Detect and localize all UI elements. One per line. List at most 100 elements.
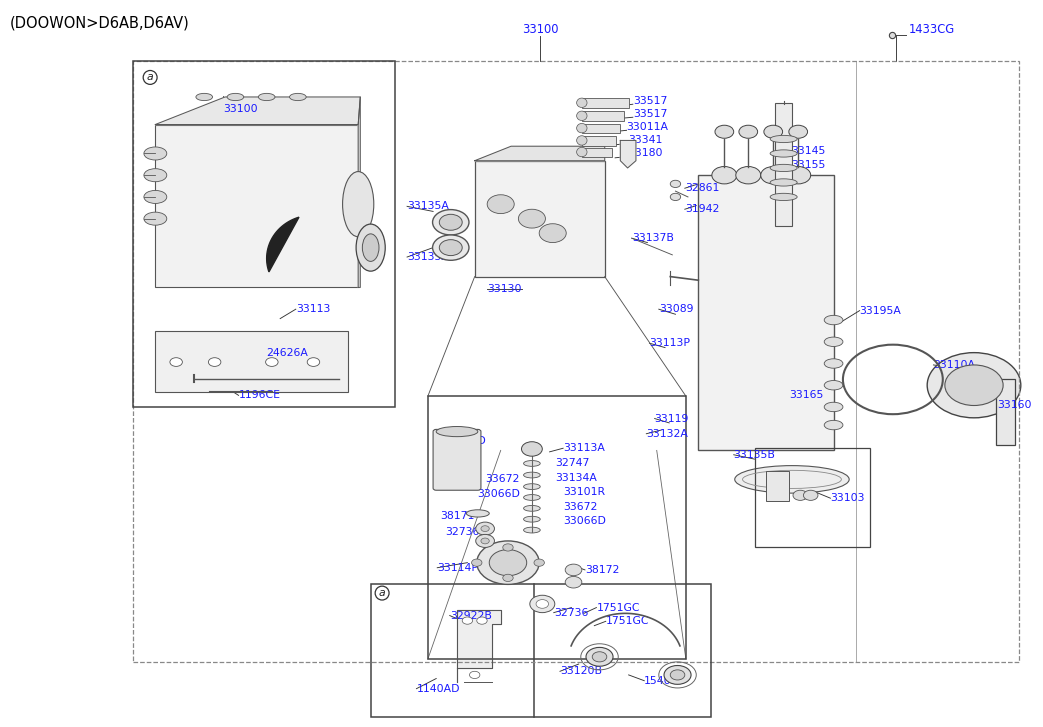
Text: 33165: 33165 (789, 390, 823, 400)
Text: 33103: 33103 (830, 493, 865, 503)
Text: 33130: 33130 (487, 284, 522, 294)
Text: 33113A: 33113A (563, 443, 605, 453)
Ellipse shape (824, 380, 843, 390)
Text: 33135A: 33135A (407, 252, 448, 262)
Circle shape (487, 195, 514, 214)
Text: 33672: 33672 (563, 502, 598, 512)
Ellipse shape (524, 516, 540, 522)
Ellipse shape (227, 93, 244, 100)
Text: 38172: 38172 (585, 565, 620, 575)
Text: 24626A: 24626A (267, 348, 309, 358)
Ellipse shape (577, 136, 587, 145)
Ellipse shape (770, 179, 797, 186)
Ellipse shape (290, 93, 307, 100)
Ellipse shape (577, 98, 587, 108)
Polygon shape (475, 146, 605, 161)
Text: 1751GC: 1751GC (597, 603, 640, 613)
Bar (754, 448, 870, 547)
Circle shape (518, 209, 545, 228)
Ellipse shape (342, 172, 373, 237)
Text: 33672: 33672 (485, 475, 519, 484)
Text: 33114P: 33114P (437, 563, 479, 573)
Circle shape (503, 544, 513, 551)
Ellipse shape (196, 93, 213, 100)
Text: 33113: 33113 (296, 304, 331, 314)
Text: 33101R: 33101R (563, 487, 605, 497)
Bar (370, 584, 711, 717)
Polygon shape (457, 610, 501, 682)
Ellipse shape (824, 316, 843, 325)
Text: 33160: 33160 (997, 400, 1032, 410)
Circle shape (462, 617, 472, 624)
FancyBboxPatch shape (475, 161, 605, 276)
FancyBboxPatch shape (155, 124, 358, 287)
Ellipse shape (144, 212, 167, 225)
Bar (428, 396, 686, 659)
Circle shape (266, 358, 278, 366)
Text: (DOOWON>D6AB,D6AV): (DOOWON>D6AB,D6AV) (9, 16, 190, 31)
Text: 33113P: 33113P (650, 338, 690, 348)
Text: 33137B: 33137B (632, 233, 674, 244)
Ellipse shape (439, 214, 462, 230)
Ellipse shape (524, 505, 540, 511)
Text: 33100: 33100 (223, 104, 258, 114)
Ellipse shape (824, 402, 843, 411)
Text: 33517: 33517 (633, 97, 668, 106)
Circle shape (489, 550, 527, 576)
Ellipse shape (824, 359, 843, 368)
Circle shape (927, 353, 1021, 418)
Ellipse shape (144, 169, 167, 182)
Circle shape (209, 358, 221, 366)
Text: 1751GC: 1751GC (606, 616, 649, 627)
Ellipse shape (144, 147, 167, 160)
Ellipse shape (433, 235, 469, 260)
Circle shape (715, 125, 733, 138)
Circle shape (534, 559, 544, 566)
Circle shape (471, 559, 482, 566)
Circle shape (503, 574, 513, 582)
Circle shape (793, 490, 807, 500)
Ellipse shape (362, 234, 379, 262)
Text: 1433CG: 1433CG (908, 23, 954, 36)
Ellipse shape (770, 164, 797, 172)
Text: 33100: 33100 (522, 23, 558, 36)
Circle shape (592, 651, 607, 662)
Text: 33120B: 33120B (560, 666, 602, 676)
Ellipse shape (734, 465, 849, 493)
Text: 33066D: 33066D (563, 516, 606, 526)
Circle shape (803, 490, 818, 500)
Text: 32736: 32736 (445, 526, 480, 537)
Text: 33145: 33145 (791, 146, 825, 156)
Polygon shape (267, 217, 299, 272)
Circle shape (586, 648, 613, 666)
Ellipse shape (577, 111, 587, 121)
Ellipse shape (577, 124, 587, 133)
Ellipse shape (466, 510, 489, 517)
Text: 32861: 32861 (685, 183, 720, 193)
Circle shape (735, 166, 760, 184)
Ellipse shape (433, 209, 469, 235)
FancyBboxPatch shape (996, 379, 1015, 445)
FancyBboxPatch shape (699, 175, 833, 451)
Ellipse shape (436, 427, 478, 437)
Ellipse shape (259, 93, 275, 100)
Text: a: a (379, 588, 386, 598)
Text: 33110A: 33110A (933, 360, 975, 370)
Circle shape (760, 166, 785, 184)
Ellipse shape (524, 483, 540, 489)
Circle shape (469, 671, 480, 678)
FancyBboxPatch shape (582, 98, 629, 108)
Text: 38171: 38171 (440, 510, 475, 521)
Text: 33066D: 33066D (477, 489, 519, 499)
Text: 33155: 33155 (791, 160, 825, 170)
FancyBboxPatch shape (582, 136, 616, 145)
Text: 1140AD: 1140AD (416, 683, 460, 694)
Polygon shape (358, 97, 360, 287)
Ellipse shape (577, 148, 587, 157)
Text: 1196CE: 1196CE (239, 390, 281, 401)
FancyBboxPatch shape (582, 124, 621, 133)
Circle shape (476, 534, 494, 547)
FancyBboxPatch shape (775, 103, 792, 226)
Polygon shape (155, 97, 360, 124)
Ellipse shape (770, 193, 797, 201)
